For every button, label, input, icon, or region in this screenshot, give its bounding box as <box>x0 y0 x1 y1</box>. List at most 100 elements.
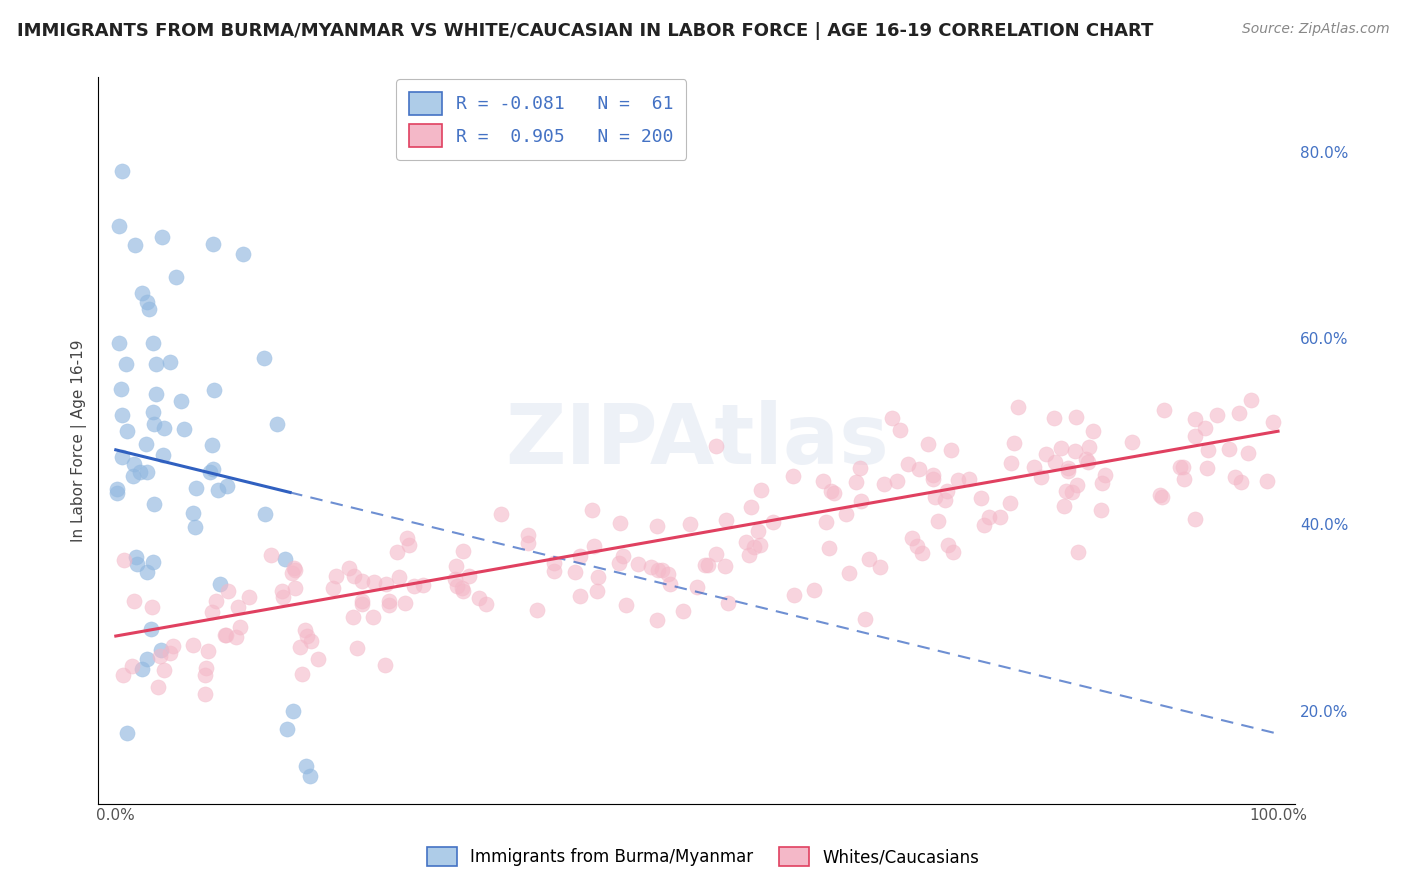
Point <box>115 725 138 739</box>
Point <box>215 628 238 642</box>
Point <box>1236 445 1258 459</box>
Point <box>412 577 434 591</box>
Point <box>141 599 163 614</box>
Y-axis label: In Labor Force | Age 16-19: In Labor Force | Age 16-19 <box>72 339 87 541</box>
Point <box>1000 496 1022 510</box>
Point <box>322 581 344 595</box>
Point <box>737 548 759 562</box>
Point <box>135 294 157 309</box>
Point <box>121 468 143 483</box>
Point <box>283 560 305 574</box>
Point <box>869 560 891 574</box>
Point <box>889 424 911 438</box>
Point <box>343 569 366 583</box>
Point <box>543 565 565 579</box>
Point <box>363 610 385 624</box>
Point <box>811 474 834 488</box>
Point <box>136 465 159 479</box>
Point <box>569 549 592 563</box>
Point <box>350 574 373 589</box>
Point <box>125 549 148 564</box>
Point <box>1024 459 1046 474</box>
Point <box>922 468 945 483</box>
Point <box>153 421 176 435</box>
Point <box>1184 429 1206 443</box>
Point <box>627 557 650 571</box>
Point <box>145 357 167 371</box>
Point <box>1067 545 1090 559</box>
Point <box>858 551 880 566</box>
Point <box>658 577 681 591</box>
Point <box>214 628 236 642</box>
Point <box>672 604 695 618</box>
Point <box>274 552 297 566</box>
Point <box>122 457 145 471</box>
Point <box>873 477 896 491</box>
Point <box>159 646 181 660</box>
Point <box>139 622 162 636</box>
Point <box>135 565 157 579</box>
Point <box>129 465 152 479</box>
Point <box>475 597 498 611</box>
Point <box>939 443 962 458</box>
Point <box>657 566 679 581</box>
Point <box>1171 460 1194 475</box>
Point <box>988 509 1011 524</box>
Point <box>1076 451 1098 466</box>
Point <box>253 351 276 366</box>
Point <box>1094 468 1116 483</box>
Point <box>697 558 720 572</box>
Legend: R = -0.081   N =  61, R =  0.905   N = 200: R = -0.081 N = 61, R = 0.905 N = 200 <box>396 79 686 160</box>
Point <box>1197 461 1219 475</box>
Point <box>108 219 131 234</box>
Point <box>450 582 472 596</box>
Point <box>1194 421 1216 435</box>
Point <box>1091 476 1114 491</box>
Point <box>111 450 134 464</box>
Point <box>645 518 668 533</box>
Point <box>612 549 634 563</box>
Point <box>853 612 876 626</box>
Legend: Immigrants from Burma/Myanmar, Whites/Caucasians: Immigrants from Burma/Myanmar, Whites/Ca… <box>419 838 987 875</box>
Point <box>1168 460 1191 475</box>
Point <box>350 597 373 611</box>
Point <box>444 573 467 587</box>
Point <box>162 639 184 653</box>
Point <box>942 545 965 559</box>
Point <box>934 492 956 507</box>
Point <box>1042 411 1064 425</box>
Point <box>105 482 128 496</box>
Point <box>1078 441 1101 455</box>
Point <box>135 436 157 450</box>
Point <box>704 547 727 561</box>
Point <box>346 640 368 655</box>
Point <box>1184 412 1206 426</box>
Point <box>181 506 204 520</box>
Text: Source: ZipAtlas.com: Source: ZipAtlas.com <box>1241 22 1389 37</box>
Point <box>717 596 740 610</box>
Point <box>145 387 167 401</box>
Point <box>112 553 135 567</box>
Point <box>148 680 170 694</box>
Point <box>281 566 304 580</box>
Point <box>957 472 980 486</box>
Point <box>342 610 364 624</box>
Point <box>922 473 945 487</box>
Point <box>838 566 860 580</box>
Point <box>446 558 468 573</box>
Point <box>820 483 842 498</box>
Point <box>973 518 995 533</box>
Point <box>395 531 418 545</box>
Point <box>614 598 637 612</box>
Point <box>814 515 837 529</box>
Point <box>288 640 311 654</box>
Point <box>695 558 717 572</box>
Point <box>451 583 474 598</box>
Point <box>1153 402 1175 417</box>
Point <box>259 549 281 563</box>
Point <box>917 437 939 451</box>
Point <box>352 593 374 607</box>
Point <box>762 515 785 529</box>
Point <box>1060 484 1083 499</box>
Point <box>749 483 772 498</box>
